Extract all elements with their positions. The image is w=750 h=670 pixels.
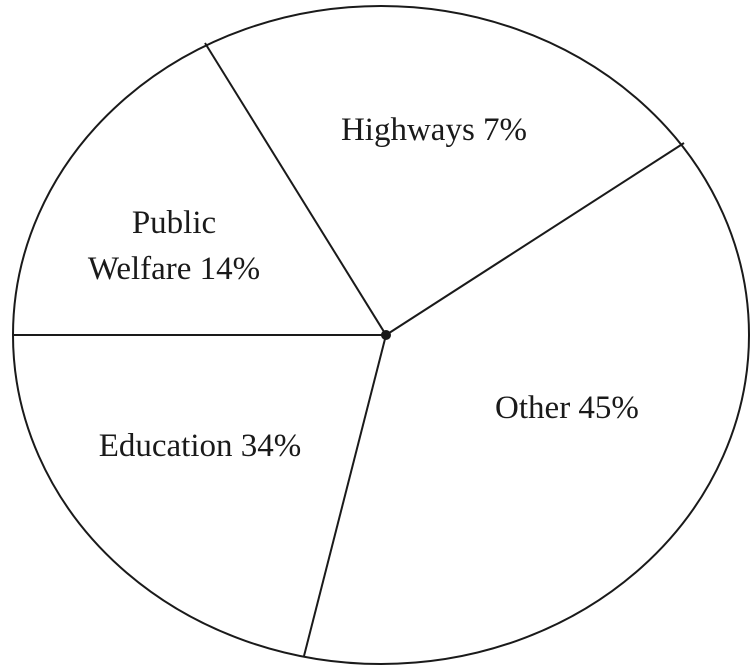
slice-divider-highways-welfare (204, 42, 387, 336)
slice-label-public-welfare-line1: Public (132, 205, 216, 241)
slice-divider-other-education (303, 334, 387, 657)
pie-center-dot (381, 330, 391, 340)
slice-label-highways: Highways 7% (341, 112, 527, 148)
slice-label-education: Education 34% (99, 428, 302, 464)
slice-label-public-welfare-line2: Welfare 14% (88, 251, 260, 287)
slice-label-other: Other 45% (495, 390, 639, 426)
slice-divider-highways-other (385, 142, 685, 336)
